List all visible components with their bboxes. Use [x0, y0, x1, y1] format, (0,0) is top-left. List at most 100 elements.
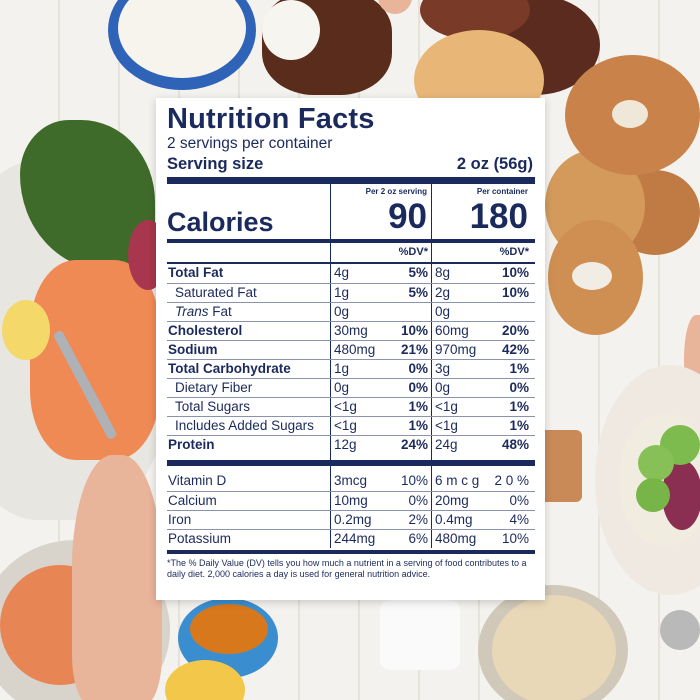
- amount: 2g: [435, 285, 451, 300]
- daily-value: 2 0 %: [494, 473, 529, 488]
- nutrient-row: Sodium 480mg 21% 970mg 42%: [167, 340, 535, 359]
- spacer: [167, 466, 535, 472]
- amount: 12g: [334, 437, 357, 452]
- nutrient-row: Total Carbohydrate 1g 0% 3g 1%: [167, 359, 535, 378]
- napkin: [380, 600, 460, 670]
- amount: 1g: [334, 361, 350, 376]
- amount: <1g: [435, 399, 458, 414]
- col2-header: Per container: [476, 187, 528, 196]
- amount: 244mg: [334, 531, 376, 546]
- amount: 0.4mg: [435, 512, 473, 527]
- amount: 0g: [334, 380, 350, 395]
- vitamin-name: Potassium: [168, 531, 232, 546]
- nutrient-name: Total Fat: [168, 265, 224, 280]
- calories-row: Calories Per 2 oz serving 90 Per contain…: [167, 184, 535, 239]
- daily-value: 20%: [501, 323, 529, 338]
- nutrient-name: Dietary Fiber: [175, 380, 253, 395]
- divider-thick: [167, 177, 535, 184]
- amount: 480mg: [334, 342, 376, 357]
- vitamin-row: Potassium 244mg 6% 480mg 10%: [167, 529, 535, 548]
- daily-value: 0%: [408, 361, 428, 376]
- amount: <1g: [435, 418, 458, 433]
- nutrient-row: Total Fat 4g 5% 8g 10%: [167, 264, 535, 283]
- daily-value: 10%: [501, 265, 529, 280]
- bagel-hole: [612, 100, 648, 128]
- amount: 0g: [435, 304, 451, 319]
- amount: 8g: [435, 265, 451, 280]
- daily-value: 42%: [501, 342, 529, 357]
- daily-value: 5%: [408, 265, 428, 280]
- daily-value: 10%: [501, 285, 529, 300]
- dv-header-row: %DV* %DV*: [167, 243, 535, 262]
- nutrition-facts-label: Nutrition Facts 2 servings per container…: [156, 98, 545, 600]
- nutrient-row: Cholesterol 30mg 10% 60mg 20%: [167, 321, 535, 340]
- divider-medium: [167, 550, 535, 554]
- daily-value: 0%: [408, 380, 428, 395]
- nutrient-name: Cholesterol: [168, 323, 243, 338]
- daily-value: 10%: [501, 531, 529, 546]
- vitamin-row: Iron 0.2mg 2% 0.4mg 4%: [167, 510, 535, 529]
- serving-size-value: 2 oz (56g): [456, 155, 533, 173]
- daily-value: 24%: [400, 437, 428, 452]
- nutrient-row: Includes Added Sugars <1g 1% <1g 1%: [167, 416, 535, 435]
- nutrient-name: Sodium: [168, 342, 218, 357]
- amount: 1g: [334, 285, 350, 300]
- wood-board: [540, 430, 582, 502]
- spacer: [167, 454, 535, 460]
- daily-value: 48%: [501, 437, 529, 452]
- daily-value: 10%: [400, 323, 428, 338]
- trans-word: Trans: [175, 304, 209, 319]
- amount: 0g: [435, 380, 451, 395]
- smoked-salmon: [30, 260, 160, 460]
- amount: 480mg: [435, 531, 477, 546]
- amount: 24g: [435, 437, 458, 452]
- amount: <1g: [334, 399, 357, 414]
- daily-value: 2%: [408, 512, 428, 527]
- cream-spread: [262, 0, 320, 60]
- nutrient-name: Total Sugars: [175, 399, 251, 414]
- nutrient-name: Includes Added Sugars: [175, 418, 314, 433]
- daily-value: 0%: [509, 380, 529, 395]
- daily-value: 21%: [400, 342, 428, 357]
- vitamin-name: Iron: [168, 512, 192, 527]
- fat-word: Fat: [208, 304, 232, 319]
- hand: [72, 455, 162, 700]
- calories-per-serving: 90: [388, 197, 427, 236]
- spoon: [660, 610, 700, 650]
- daily-value: 0%: [509, 493, 529, 508]
- cucumber-slice: [636, 478, 670, 512]
- daily-value: 1%: [408, 418, 428, 433]
- col1-header: Per 2 oz serving: [365, 187, 427, 196]
- amount: 6 m c g: [435, 473, 480, 488]
- nutrient-name: Trans Fat: [167, 303, 330, 321]
- calories-label: Calories: [167, 207, 274, 237]
- dv-header: %DV*: [499, 246, 529, 258]
- divider: [167, 262, 535, 264]
- amount: 3g: [435, 361, 451, 376]
- footnote: *The % Daily Value (DV) tells you how mu…: [167, 558, 527, 579]
- hand: [378, 0, 412, 14]
- amount: 0.2mg: [334, 512, 372, 527]
- amount: <1g: [334, 418, 357, 433]
- amount: 30mg: [334, 323, 368, 338]
- jar: [165, 660, 245, 700]
- label-title: Nutrition Facts: [167, 103, 375, 135]
- juice: [190, 604, 268, 654]
- daily-value: 4%: [509, 512, 529, 527]
- servings-per-container: 2 servings per container: [167, 135, 333, 152]
- vitamin-name: Calcium: [168, 493, 217, 508]
- nutrient-row: Dietary Fiber 0g 0% 0g 0%: [167, 378, 535, 397]
- nutrient-row: Saturated Fat 1g 5% 2g 10%: [167, 283, 535, 302]
- daily-value: 1%: [509, 361, 529, 376]
- amount: 20mg: [435, 493, 469, 508]
- amount: 3mcg: [334, 473, 368, 488]
- nutrient-row: Total Sugars <1g 1% <1g 1%: [167, 397, 535, 416]
- amount: 4g: [334, 265, 350, 280]
- amount: 970mg: [435, 342, 477, 357]
- nutrient-row: Trans Fat 0g 0g: [167, 302, 535, 321]
- amount: 60mg: [435, 323, 469, 338]
- daily-value: 5%: [408, 285, 428, 300]
- calories-per-container: 180: [469, 197, 528, 236]
- divider-thick: [167, 460, 535, 466]
- daily-value: 1%: [509, 418, 529, 433]
